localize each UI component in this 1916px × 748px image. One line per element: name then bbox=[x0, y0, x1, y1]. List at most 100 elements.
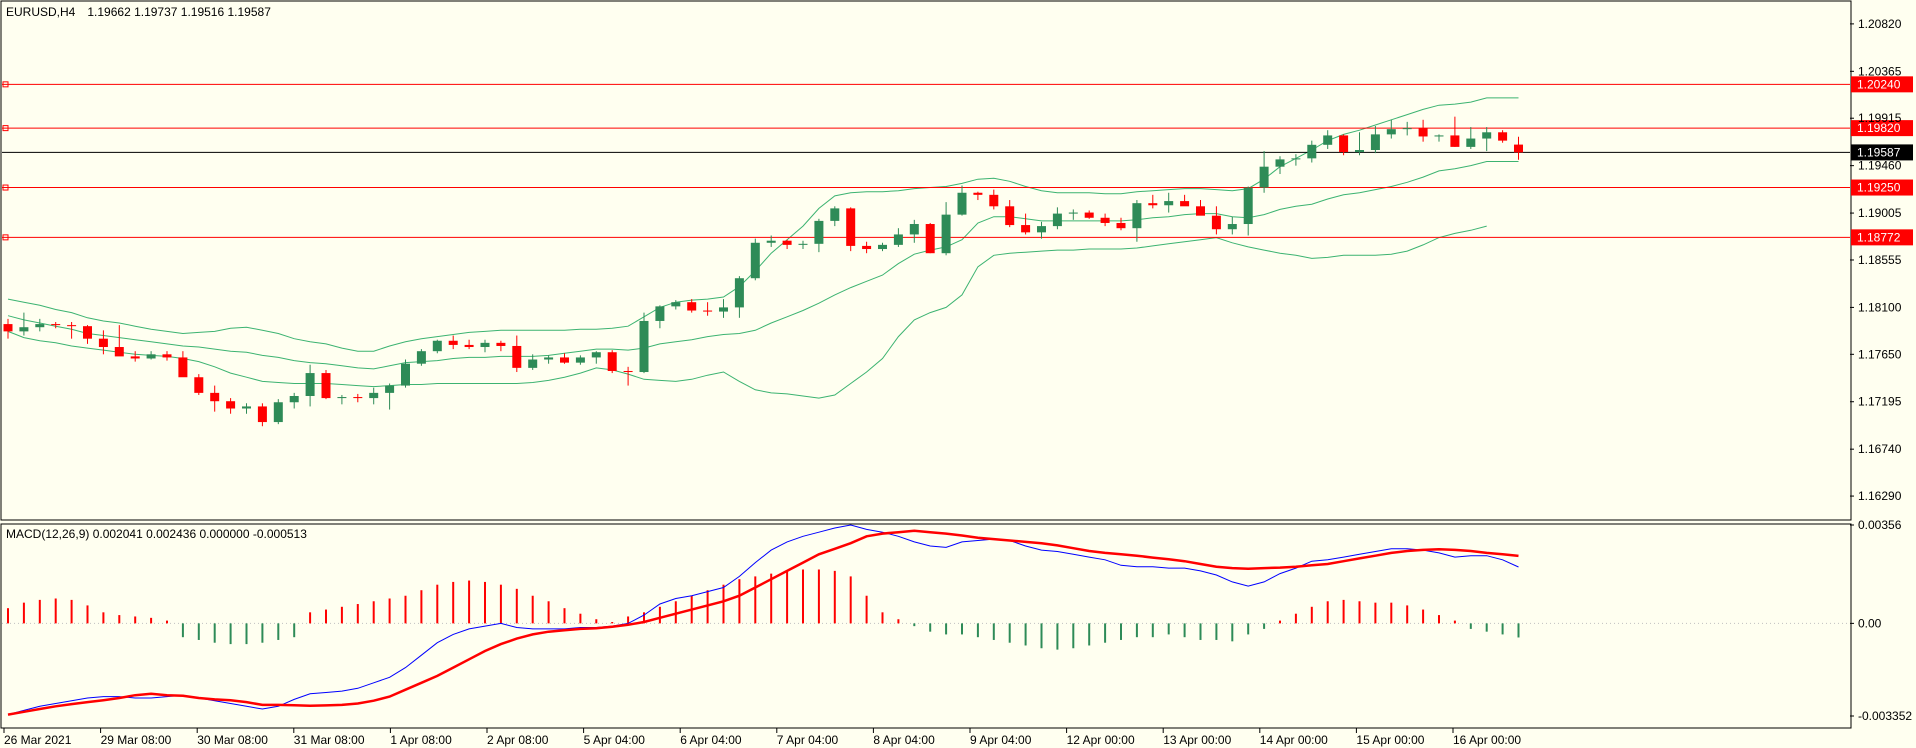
current-price-tag bbox=[1851, 144, 1913, 161]
candle-bear bbox=[623, 370, 633, 373]
candle-bear bbox=[687, 302, 697, 311]
candle-bull bbox=[480, 342, 490, 348]
level-price-tag bbox=[1851, 120, 1913, 137]
macd-header: MACD(12,26,9) 0.002041 0.002436 0.000000… bbox=[6, 527, 307, 541]
time-tick-label: 26 Mar 2021 bbox=[4, 733, 72, 747]
candle-bear bbox=[703, 310, 713, 312]
candle-bull bbox=[289, 396, 299, 403]
candle-bull bbox=[1402, 128, 1412, 130]
candle-bull bbox=[893, 234, 903, 245]
price-tick-label: 1.16290 bbox=[1858, 489, 1902, 503]
candle-bear bbox=[210, 392, 220, 402]
symbol-header: EURUSD,H4 1.19662 1.19737 1.19516 1.19587 bbox=[6, 5, 271, 19]
candle-bull bbox=[242, 406, 251, 409]
candle-bull bbox=[655, 306, 665, 321]
candle-bull bbox=[1259, 166, 1269, 188]
candle-bull bbox=[305, 373, 315, 397]
candle-bear bbox=[1514, 144, 1523, 153]
candle-bull bbox=[734, 278, 744, 308]
candle-bull bbox=[798, 243, 808, 245]
time-tick-label: 12 Apr 00:00 bbox=[1067, 733, 1135, 747]
time-tick-label: 2 Apr 08:00 bbox=[487, 733, 549, 747]
candle-bull bbox=[1482, 132, 1492, 139]
level-price-tag bbox=[1851, 179, 1913, 196]
candle-bull bbox=[941, 214, 951, 254]
candle-bear bbox=[114, 347, 124, 357]
candle-bear bbox=[1116, 222, 1126, 229]
candle-bear bbox=[162, 354, 172, 358]
candle-bear bbox=[496, 342, 506, 346]
candle-bear bbox=[925, 224, 935, 254]
candle-bull bbox=[1164, 201, 1174, 206]
candle-bear bbox=[560, 357, 569, 363]
candle-bear bbox=[464, 344, 474, 348]
candle-bear bbox=[1148, 203, 1158, 206]
bollinger-middle bbox=[7, 161, 1519, 370]
candle-bull bbox=[1275, 159, 1285, 167]
candle-bull bbox=[35, 324, 45, 328]
time-tick-label: 29 Mar 08:00 bbox=[101, 733, 172, 747]
level-price-label: 1.19820 bbox=[1857, 121, 1901, 135]
candle-bull bbox=[401, 363, 410, 386]
level-price-label: 1.20240 bbox=[1857, 77, 1901, 91]
candle-bull bbox=[1386, 129, 1396, 135]
level-price-tag bbox=[1851, 76, 1913, 93]
candle-bear bbox=[130, 356, 140, 359]
candle-bear bbox=[194, 377, 204, 393]
price-tick-label: 1.20820 bbox=[1858, 17, 1902, 31]
candle-bear bbox=[257, 406, 267, 423]
candle-bear bbox=[1498, 132, 1508, 141]
candle-bull bbox=[432, 340, 442, 352]
candle-bear bbox=[1450, 135, 1460, 147]
candle-bear bbox=[607, 352, 617, 371]
candle-bull bbox=[369, 392, 379, 399]
time-tick-label: 31 Mar 08:00 bbox=[294, 733, 365, 747]
candle-bull bbox=[575, 357, 585, 363]
candle-bull bbox=[671, 302, 681, 307]
price-tick-label: 1.18555 bbox=[1858, 253, 1902, 267]
price-tick-label: 1.18100 bbox=[1858, 300, 1902, 314]
candle-bull bbox=[814, 220, 824, 244]
level-anchor bbox=[2, 234, 9, 241]
price-tick-label: 1.19915 bbox=[1858, 111, 1902, 125]
candle-bull bbox=[1355, 150, 1364, 153]
candle-bull bbox=[544, 357, 554, 360]
candle-bear bbox=[51, 324, 61, 326]
time-tick-label: 13 Apr 00:00 bbox=[1163, 733, 1231, 747]
candle-bull bbox=[1434, 135, 1444, 137]
current-price-label: 1.19587 bbox=[1857, 145, 1901, 159]
level-price-label: 1.18772 bbox=[1857, 230, 1901, 244]
candle-bull bbox=[1132, 203, 1142, 229]
price-tick-label: 1.19005 bbox=[1858, 206, 1902, 220]
candle-bull bbox=[146, 354, 156, 359]
candle-bull bbox=[273, 402, 283, 423]
candle-bear bbox=[862, 245, 872, 250]
candle-bear bbox=[512, 345, 522, 368]
candle-bear bbox=[226, 401, 236, 409]
level-anchor bbox=[2, 125, 9, 132]
candle-bear bbox=[98, 338, 108, 348]
time-tick-label: 8 Apr 04:00 bbox=[873, 733, 935, 747]
candle-bear bbox=[846, 208, 856, 246]
candle-bear bbox=[782, 240, 792, 245]
candle-bear bbox=[989, 194, 999, 207]
time-tick-label: 9 Apr 04:00 bbox=[970, 733, 1032, 747]
candle-bull bbox=[1370, 134, 1380, 151]
candle-bear bbox=[353, 397, 363, 399]
macd-tick-label: 0.00356 bbox=[1858, 518, 1902, 532]
macd-line bbox=[7, 524, 1519, 716]
candle-bull bbox=[416, 351, 426, 364]
macd-tick-label: 0.00 bbox=[1858, 616, 1882, 630]
time-tick-label: 6 Apr 04:00 bbox=[680, 733, 742, 747]
candle-bull bbox=[528, 359, 538, 368]
time-tick-label: 5 Apr 04:00 bbox=[584, 733, 646, 747]
macd-panel-frame bbox=[0, 523, 1852, 729]
level-anchor bbox=[2, 81, 9, 88]
candle-bear bbox=[1211, 215, 1221, 230]
bollinger-lower bbox=[7, 225, 1487, 399]
price-tick-label: 1.17195 bbox=[1858, 395, 1902, 409]
candle-bear bbox=[67, 325, 77, 327]
candle-bull bbox=[1291, 158, 1301, 160]
